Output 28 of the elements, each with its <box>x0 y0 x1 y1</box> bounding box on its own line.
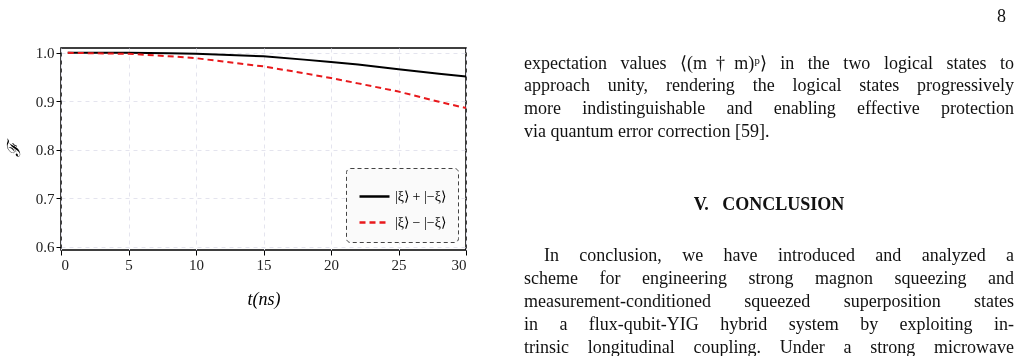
text: in a flux-qubit-YIG hybrid system by exploiting in- <box>524 314 1014 335</box>
text: measurement-conditioned squeezed superposition states <box>524 291 1014 312</box>
text: In conclusion, we have introduced and analyzed a <box>544 245 1014 266</box>
y-tick-label: 0.9 <box>35 93 55 110</box>
text: V. CONCLUSION <box>692 194 846 215</box>
x-tick-label: 15 <box>256 256 272 273</box>
x-tick-label: 20 <box>324 256 339 273</box>
text: via quantum error correction [59]. <box>524 121 771 142</box>
y-axis-title: ℱ <box>3 138 24 157</box>
text: trinsic longitudinal coupling. Under a strong microwave <box>524 337 1014 356</box>
text: approach unity, rendering the logical states progressively <box>524 75 1014 96</box>
x-axis-title: t(ns) <box>247 288 281 310</box>
legend-label: |ξ⟩ − |−ξ⟩ <box>395 214 446 230</box>
y-tick-label: 1.0 <box>35 45 55 62</box>
x-tick-label: 10 <box>189 256 204 273</box>
y-tick-label: 0.8 <box>35 142 55 159</box>
x-tick-label: 0 <box>61 256 69 273</box>
y-tick-label: 0.6 <box>35 239 55 256</box>
text: 8 <box>997 6 1006 27</box>
text: expectation values ⟨(m†m)ᵖ⟩ in the two logical states to <box>524 52 1014 74</box>
y-tick-label: 0.7 <box>35 190 55 207</box>
legend-label: |ξ⟩ + |−ξ⟩ <box>395 188 446 204</box>
text: scheme for engineering strong magnon squeezing and <box>524 268 1014 289</box>
x-tick-label: 25 <box>391 256 407 273</box>
text: more indistinguishable and enabling effective protection <box>524 98 1014 119</box>
line-series <box>66 51 467 110</box>
x-tick-label: 30 <box>451 256 467 273</box>
x-tick-label: 5 <box>125 256 133 273</box>
